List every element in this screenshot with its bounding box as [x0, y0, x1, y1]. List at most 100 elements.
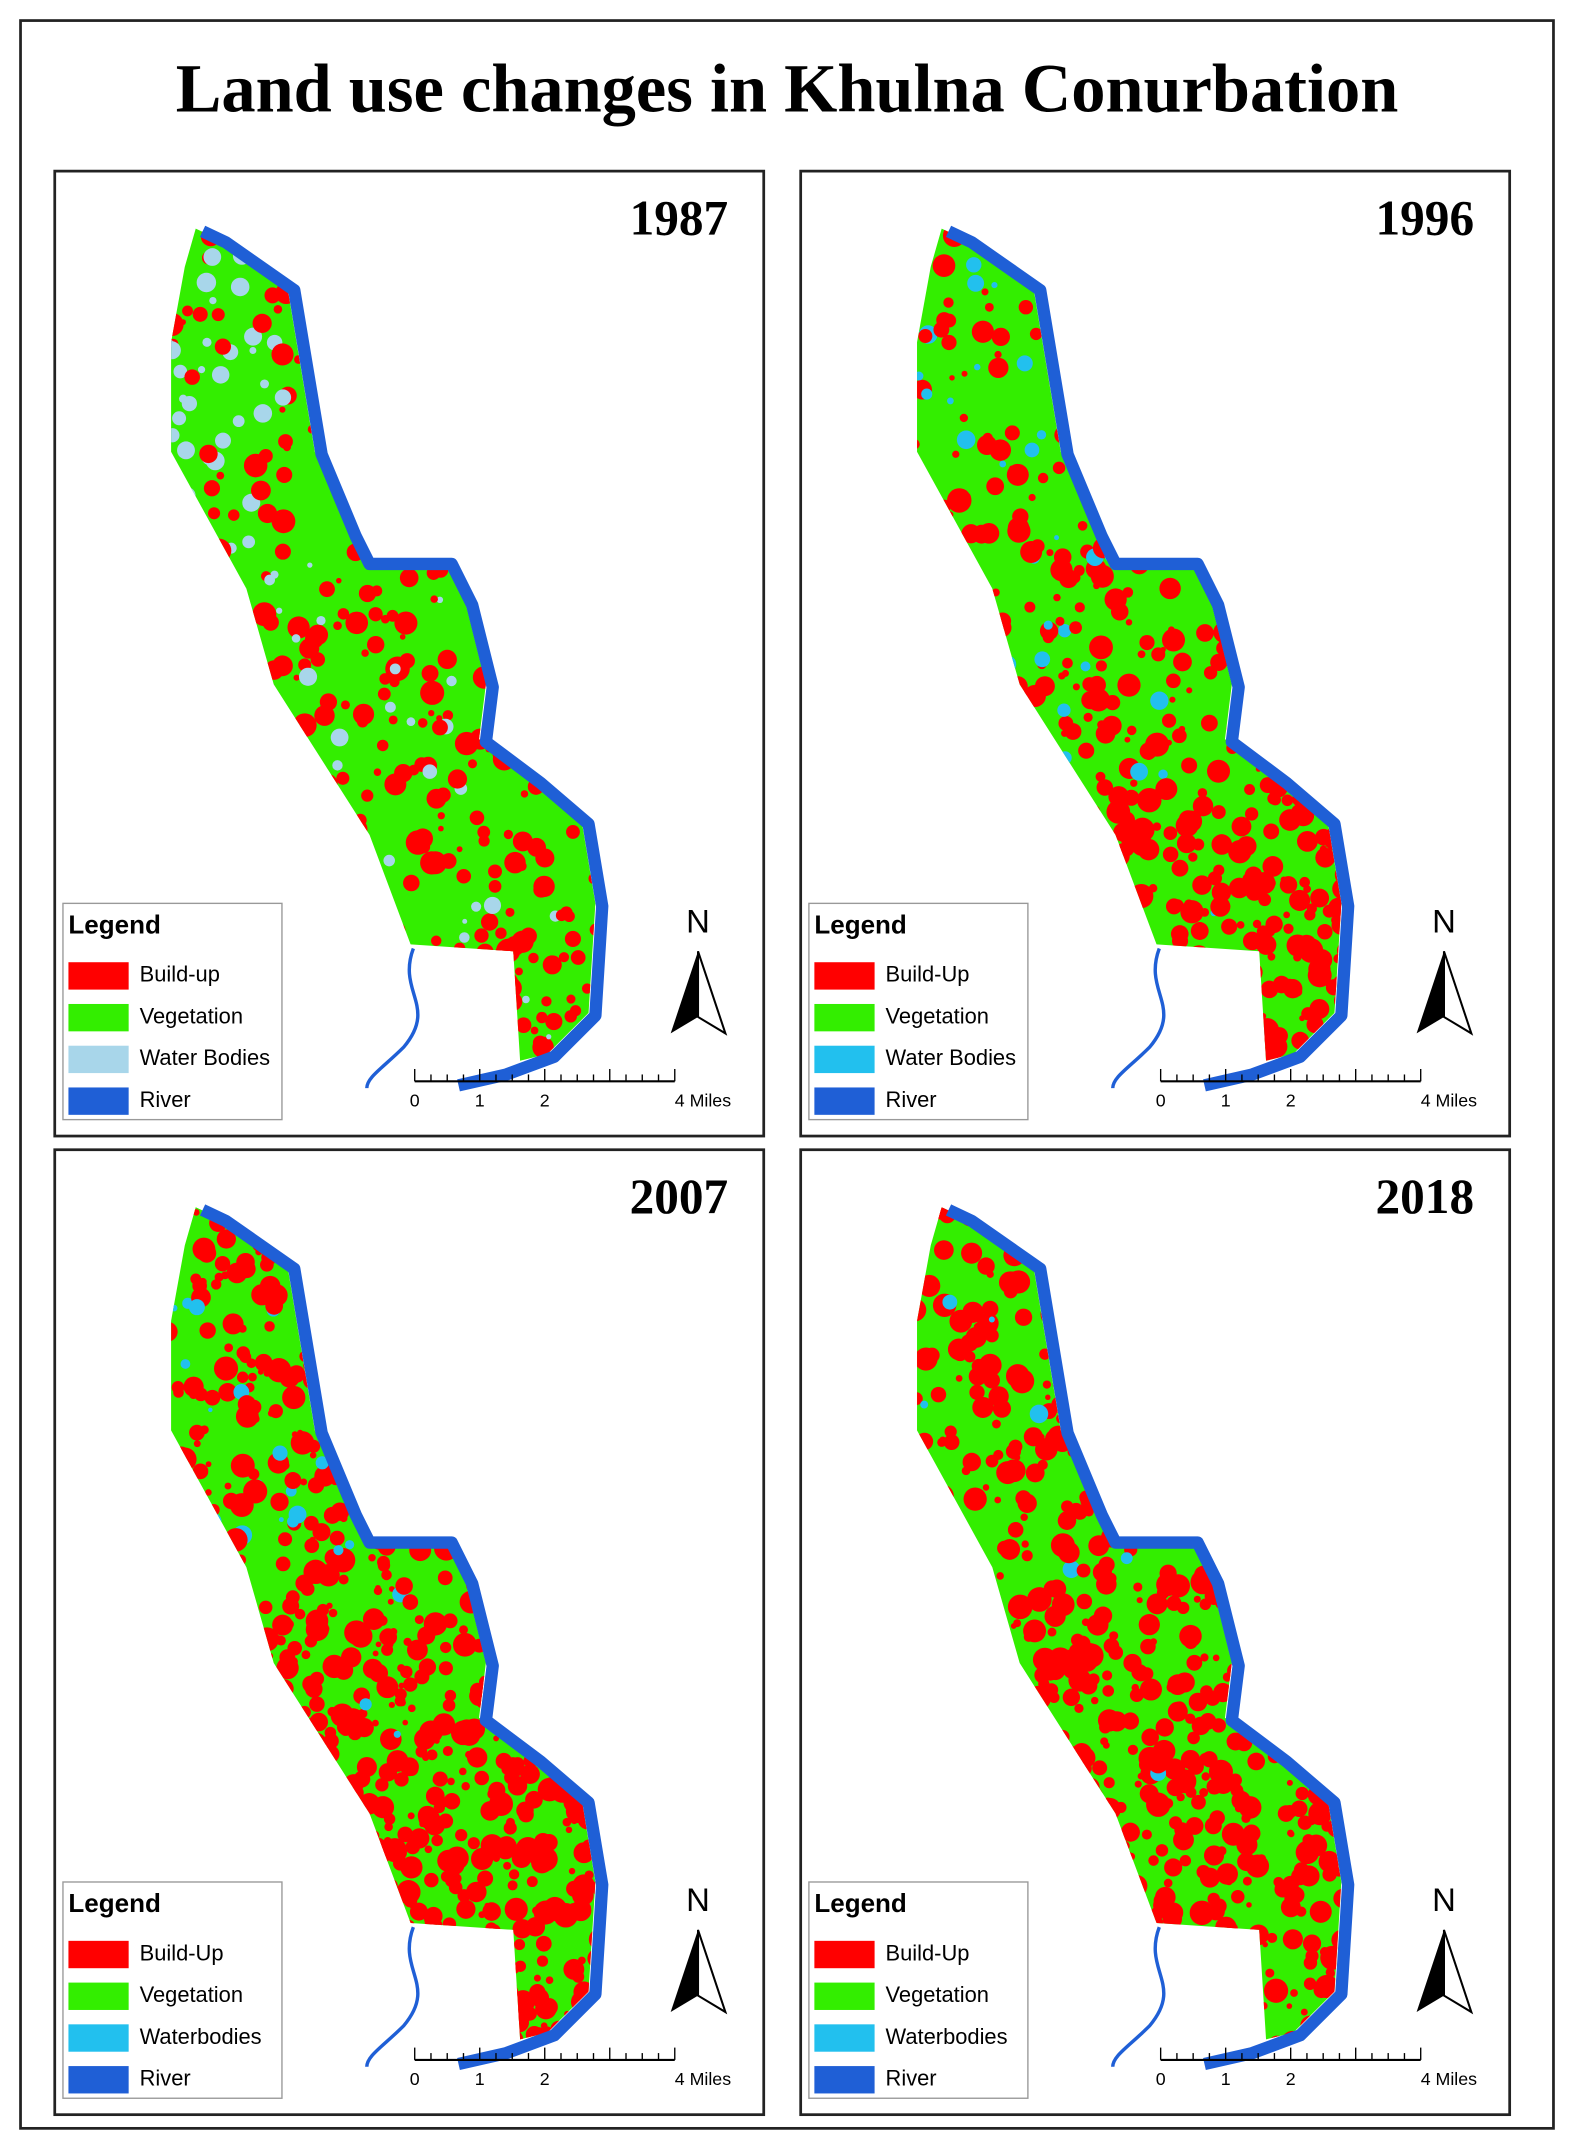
- water-patch: [197, 366, 206, 374]
- built-up-patch: [437, 1570, 453, 1586]
- built-up-patch: [282, 1385, 306, 1410]
- built-up-patch: [1244, 784, 1256, 795]
- built-up-patch: [1262, 856, 1284, 877]
- built-up-patch: [182, 305, 193, 317]
- built-up-patch: [1159, 577, 1181, 600]
- built-up-patch: [1295, 1786, 1309, 1801]
- built-up-patch: [992, 1419, 1001, 1429]
- built-up-patch: [271, 343, 294, 366]
- built-up-patch: [1103, 1777, 1115, 1789]
- built-up-patch: [1045, 1660, 1066, 1681]
- built-up-patch: [1172, 1701, 1187, 1715]
- built-up-patch: [1045, 1394, 1051, 1401]
- arrow-right: [1442, 1929, 1474, 2015]
- built-up-patch: [1283, 911, 1291, 919]
- built-up-patch: [442, 710, 454, 721]
- water-patch: [316, 615, 326, 626]
- built-up-patch: [943, 297, 954, 308]
- water-patch: [1036, 430, 1047, 440]
- built-up-patch: [307, 624, 329, 646]
- built-up-patch: [1192, 875, 1212, 895]
- built-up-patch: [1303, 1939, 1312, 1948]
- built-up-patch: [917, 439, 920, 450]
- built-up-patch: [273, 305, 283, 314]
- built-up-patch: [560, 906, 573, 919]
- built-up-patch: [1046, 549, 1054, 557]
- built-up-patch: [1069, 621, 1082, 635]
- built-up-patch: [1330, 899, 1342, 922]
- water-patch: [177, 441, 195, 460]
- legend-title: Legend: [68, 1888, 160, 1918]
- built-up-patch: [457, 1637, 471, 1652]
- built-up-patch: [358, 707, 368, 717]
- built-up-patch: [508, 1869, 520, 1880]
- built-up-patch: [474, 1770, 490, 1786]
- water-patch: [988, 1316, 995, 1323]
- built-up-patch: [1027, 1587, 1052, 1612]
- built-up-patch: [1179, 1624, 1202, 1648]
- water-patch: [384, 701, 396, 713]
- legend-label: Vegetation: [140, 1982, 243, 2007]
- built-up-patch: [459, 1767, 467, 1776]
- built-up-patch: [991, 327, 1010, 347]
- built-up-patch: [1092, 1760, 1108, 1776]
- built-up-patch: [259, 1275, 281, 1297]
- built-up-patch: [996, 1572, 1004, 1580]
- water-patch: [230, 277, 250, 297]
- built-up-patch: [333, 621, 342, 630]
- built-up-patch: [218, 1382, 237, 1402]
- built-up-patch: [480, 913, 499, 931]
- built-up-patch: [1103, 1638, 1120, 1654]
- built-up-patch: [994, 1496, 1002, 1504]
- built-up-patch: [1185, 1713, 1196, 1724]
- water-patch: [272, 1445, 288, 1461]
- water-patch: [459, 932, 470, 943]
- built-up-patch: [409, 1902, 428, 1921]
- scale-label: 4 Miles: [675, 1091, 731, 1111]
- built-up-patch: [392, 1856, 408, 1871]
- built-up-patch: [437, 812, 445, 820]
- built-up-patch: [287, 1640, 302, 1656]
- built-up-patch: [381, 1569, 392, 1581]
- built-up-patch: [934, 1240, 954, 1260]
- built-up-patch: [528, 952, 539, 964]
- built-up-patch: [372, 1650, 379, 1657]
- built-up-patch: [394, 1772, 409, 1787]
- built-up-patch: [344, 1620, 369, 1645]
- scale-bar: 0 1 2 4 Miles: [410, 2047, 731, 2089]
- built-up-patch: [368, 607, 383, 622]
- built-up-patch: [1139, 1678, 1162, 1701]
- built-up-patch: [1196, 624, 1214, 642]
- built-up-patch: [1124, 736, 1131, 743]
- built-up-patch: [1081, 690, 1100, 710]
- water-patch: [966, 257, 982, 273]
- built-up-patch: [456, 868, 472, 884]
- built-up-patch: [1305, 1949, 1319, 1963]
- built-up-patch: [379, 673, 391, 685]
- built-up-patch: [1186, 687, 1193, 694]
- built-up-patch: [192, 306, 208, 322]
- water-patch: [393, 1730, 401, 1738]
- built-up-patch: [1296, 1906, 1307, 1917]
- built-up-patch: [417, 718, 428, 728]
- built-up-patch: [949, 1309, 973, 1333]
- built-up-patch: [1252, 919, 1262, 929]
- built-up-patch: [377, 1615, 388, 1626]
- built-up-patch: [1164, 1858, 1183, 1877]
- built-up-patch: [1267, 952, 1276, 961]
- built-up-patch: [1199, 1867, 1220, 1888]
- built-up-patch: [1102, 1685, 1115, 1697]
- built-up-patch: [458, 1723, 481, 1746]
- legend-swatch: [68, 1940, 129, 1969]
- river-channel: [365, 947, 420, 1089]
- legend-label: Vegetation: [886, 1003, 989, 1028]
- built-up-patch: [280, 1460, 290, 1470]
- built-up-patch: [542, 1896, 567, 1922]
- built-up-patch: [356, 613, 364, 621]
- water-patch: [332, 760, 343, 771]
- built-up-patch: [444, 1689, 457, 1702]
- built-up-patch: [192, 1278, 207, 1294]
- built-up-patch: [1017, 1493, 1037, 1513]
- built-up-patch: [1007, 519, 1031, 543]
- built-up-patch: [1200, 907, 1210, 917]
